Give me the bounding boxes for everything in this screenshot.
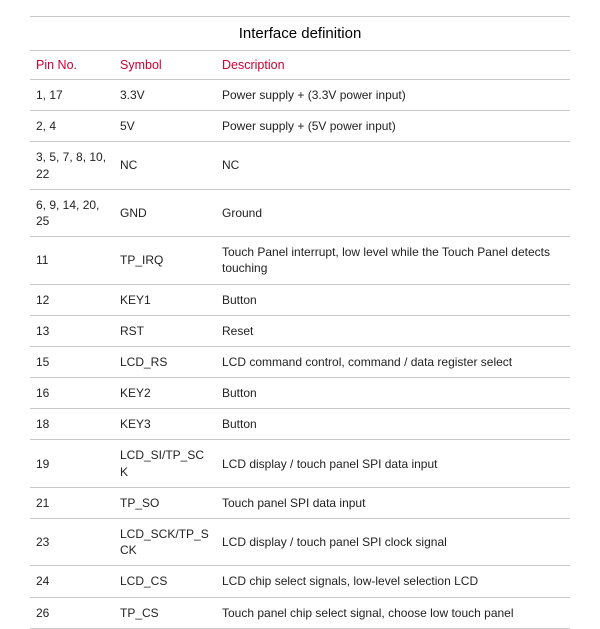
table-title: Interface definition — [30, 17, 570, 51]
table-row: 16KEY2Button — [30, 378, 570, 409]
cell-symbol: TP_CS — [114, 597, 216, 628]
cell-description: LCD display / touch panel SPI data input — [216, 440, 570, 487]
table-row: 12KEY1Button — [30, 284, 570, 315]
cell-symbol: LCD_SCK/TP_SCK — [114, 519, 216, 566]
table-row: 24LCD_CSLCD chip select signals, low-lev… — [30, 566, 570, 597]
col-header-pin: Pin No. — [30, 51, 114, 80]
table-row: 6, 9, 14, 20, 25GNDGround — [30, 189, 570, 236]
cell-symbol: GND — [114, 189, 216, 236]
table-row: 26TP_CSTouch panel chip select signal, c… — [30, 597, 570, 628]
cell-symbol: LCD_CS — [114, 566, 216, 597]
cell-description: LCD chip select signals, low-level selec… — [216, 566, 570, 597]
cell-description: Touch panel chip select signal, choose l… — [216, 597, 570, 628]
cell-description: Power supply + (3.3V power input) — [216, 80, 570, 111]
cell-description: Button — [216, 378, 570, 409]
cell-pin: 6, 9, 14, 20, 25 — [30, 189, 114, 236]
cell-symbol: KEY1 — [114, 284, 216, 315]
cell-symbol: NC — [114, 142, 216, 189]
table-row: 13RSTReset — [30, 315, 570, 346]
cell-description: Button — [216, 284, 570, 315]
cell-pin: 16 — [30, 378, 114, 409]
cell-description: Touch panel SPI data input — [216, 487, 570, 518]
col-header-symbol: Symbol — [114, 51, 216, 80]
page-container: Interface definition Pin No. Symbol Desc… — [0, 0, 600, 600]
cell-description: LCD display / touch panel SPI clock sign… — [216, 519, 570, 566]
cell-symbol: 5V — [114, 111, 216, 142]
cell-description: Touch Panel interrupt, low level while t… — [216, 237, 570, 284]
cell-description: Power supply + (5V power input) — [216, 111, 570, 142]
cell-symbol: TP_SO — [114, 487, 216, 518]
cell-pin: 26 — [30, 597, 114, 628]
table-title-row: Interface definition — [30, 17, 570, 51]
cell-description: Ground — [216, 189, 570, 236]
table-row: 23LCD_SCK/TP_SCKLCD display / touch pane… — [30, 519, 570, 566]
cell-pin: 11 — [30, 237, 114, 284]
cell-pin: 15 — [30, 346, 114, 377]
cell-symbol: RST — [114, 315, 216, 346]
cell-symbol: TP_IRQ — [114, 237, 216, 284]
table-row: 18KEY3Button — [30, 409, 570, 440]
table-row: 3, 5, 7, 8, 10, 22NCNC — [30, 142, 570, 189]
cell-pin: 2, 4 — [30, 111, 114, 142]
table-header-row: Pin No. Symbol Description — [30, 51, 570, 80]
cell-pin: 21 — [30, 487, 114, 518]
cell-pin: 18 — [30, 409, 114, 440]
cell-pin: 3, 5, 7, 8, 10, 22 — [30, 142, 114, 189]
cell-description: NC — [216, 142, 570, 189]
table-row: 2, 45VPower supply + (5V power input) — [30, 111, 570, 142]
table-row: 1, 173.3VPower supply + (3.3V power inpu… — [30, 80, 570, 111]
cell-pin: 13 — [30, 315, 114, 346]
cell-pin: 24 — [30, 566, 114, 597]
table-row: 11TP_IRQTouch Panel interrupt, low level… — [30, 237, 570, 284]
cell-pin: 1, 17 — [30, 80, 114, 111]
cell-pin: 12 — [30, 284, 114, 315]
cell-symbol: KEY3 — [114, 409, 216, 440]
table-body: 1, 173.3VPower supply + (3.3V power inpu… — [30, 80, 570, 629]
cell-pin: 19 — [30, 440, 114, 487]
col-header-desc: Description — [216, 51, 570, 80]
cell-description: LCD command control, command / data regi… — [216, 346, 570, 377]
cell-description: Reset — [216, 315, 570, 346]
table-row: 21TP_SOTouch panel SPI data input — [30, 487, 570, 518]
cell-symbol: LCD_RS — [114, 346, 216, 377]
cell-pin: 23 — [30, 519, 114, 566]
cell-description: Button — [216, 409, 570, 440]
table-row: 19LCD_SI/TP_SCKLCD display / touch panel… — [30, 440, 570, 487]
cell-symbol: 3.3V — [114, 80, 216, 111]
cell-symbol: KEY2 — [114, 378, 216, 409]
table-row: 15LCD_RSLCD command control, command / d… — [30, 346, 570, 377]
interface-definition-table: Interface definition Pin No. Symbol Desc… — [30, 16, 570, 629]
cell-symbol: LCD_SI/TP_SCK — [114, 440, 216, 487]
